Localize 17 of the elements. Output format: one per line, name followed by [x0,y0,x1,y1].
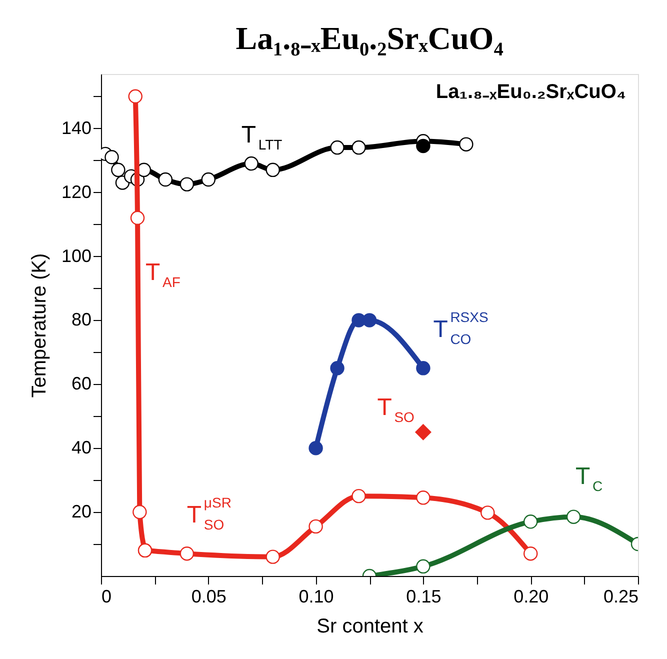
y-tick-label: 60 [71,374,92,394]
x-tick-label: 0.20 [514,586,549,606]
x-tick-label: 0.05 [191,586,226,606]
y-tick-label: 80 [71,310,92,330]
y-tick-label: 140 [61,118,92,138]
y-tick-label: 40 [71,438,92,458]
y-axis-title: Temperature (K) [28,253,50,398]
x-tick-label: 0.15 [406,586,442,606]
chart-title: La₁.₈₋ₓEu₀.₂SrₓCuO₄ [236,20,504,56]
y-tick-label: 20 [71,502,92,522]
y-tick-label: 100 [61,246,92,266]
x-tick-label: 0.25 [603,586,638,606]
y-tick-label: 120 [61,182,92,202]
x-tick-label: 0 [102,586,112,606]
annotation: La₁.₈₋ₓEu₀.₂SrₓCuO₄ [436,81,626,103]
x-axis-title: Sr content x [316,616,424,638]
x-tick-label: 0.10 [298,586,334,606]
